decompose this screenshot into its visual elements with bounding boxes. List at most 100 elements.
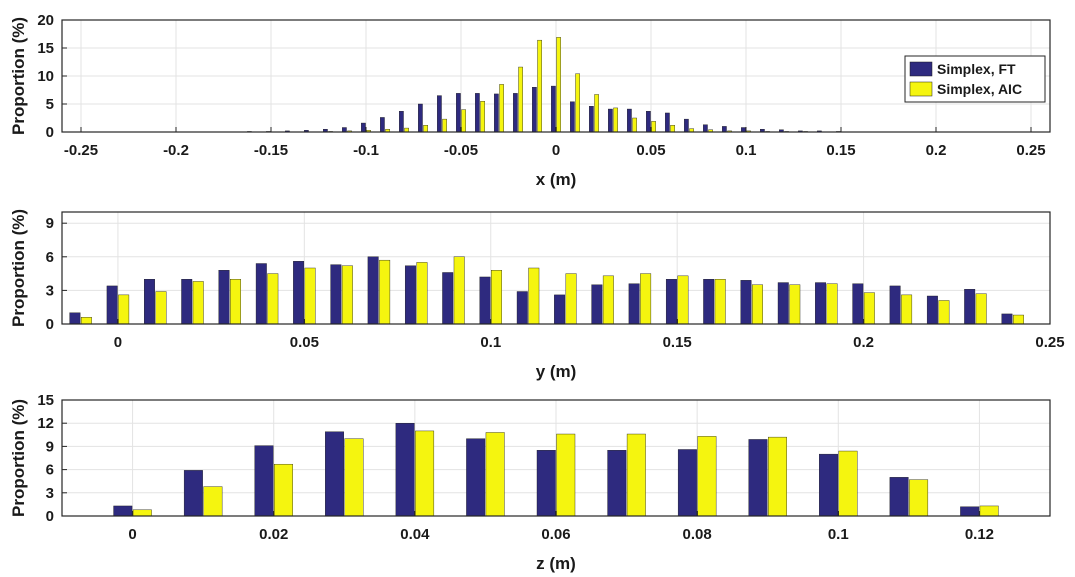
bar-aic [863,292,875,325]
bar-ft [367,256,379,325]
bar-ft [1001,313,1013,325]
chart-y-panel: 0 0.05 0.1 0.15 0.2 0.25 0 3 6 9 y (m) Proportion (… [9,209,1065,381]
bar-ft [254,445,274,517]
bar-ft [380,117,385,133]
bar-ft [628,283,640,325]
bar-aic [415,430,435,517]
bar-ft [330,264,342,325]
bar-aic [613,107,618,133]
bar-ft [404,265,416,325]
legend-swatch [909,81,933,97]
bar-aic [594,94,599,133]
x-tick-label: 0.06 [541,526,570,543]
bar-aic [826,283,838,325]
bar-ft [960,506,980,517]
y-tick-label: 6 [46,249,54,266]
x-tick-label: -0.2 [163,142,189,159]
x-tick-label: 0.12 [965,526,994,543]
bar-ft [183,470,203,517]
bar-aic [789,284,801,325]
bar-aic [537,39,542,133]
bar-aic [768,436,787,517]
x-tick-label: -0.1 [353,142,379,159]
bar-ft [815,282,827,325]
bar-aic [132,509,152,517]
legend: Simplex, FT Simplex, AIC [904,55,1046,103]
y-tick-label: 3 [46,282,54,299]
bar-aic [518,66,523,133]
y-tick-label: 15 [37,392,54,409]
x-tick-label: 0.08 [683,526,712,543]
x-tick-label: 0.1 [736,142,757,159]
bar-ft [852,283,864,325]
bar-aic [651,121,656,133]
bar-aic [453,256,465,325]
bar-ft [475,93,480,133]
x-tick-label: 0.15 [826,142,855,159]
y-tick-label: 9 [46,438,54,455]
bar-ft [456,93,461,133]
bar-ft [677,449,697,517]
bar-ft [589,106,594,133]
bar-aic [485,432,505,517]
y-tick-label: 6 [46,462,54,479]
bar-ft [494,93,499,133]
bar-aic [230,279,241,325]
bar-ft [325,431,344,517]
bar-ft [741,127,746,133]
bar-aic [556,37,561,133]
x-tick-label: -0.05 [444,142,478,159]
bar-ft [395,423,415,517]
y-axis-label: Proportion (%) [9,17,28,135]
bar-ft [361,122,366,133]
bar-ft [255,263,267,325]
bar-ft [106,285,118,325]
bar-ft [607,450,627,517]
x-axis-label: y (m) [536,362,577,381]
y-tick-label: 10 [37,68,54,85]
bar-aic [480,100,485,133]
bar-aic [304,267,316,325]
bar-aic [838,450,858,517]
x-axis-label: x (m) [536,170,577,189]
bar-aic [640,273,652,325]
bar-ft [516,291,528,325]
bar-ft [570,101,575,133]
bar-ft [926,295,938,325]
bar-ft [665,279,677,325]
bar-ft [554,294,566,325]
x-tick-label: 0.2 [853,334,874,351]
bar-aic [423,125,428,133]
bar-ft [113,505,133,517]
bar-ft [466,438,486,517]
x-tick-label: 0.05 [636,142,665,159]
bar-aic [267,273,279,325]
y-tick-label: 0 [46,124,54,141]
bar-ft [703,279,715,325]
bar-ft [748,439,768,517]
bar-ft [889,285,901,325]
y-axis-label: Proportion (%) [9,209,28,327]
legend-entry: Simplex, FT [937,61,1016,77]
bar-ft [144,279,155,325]
y-tick-label: 0 [46,316,54,333]
bar-ft [684,118,689,133]
x-tick-label: 0.15 [663,334,692,351]
bar-ft [536,450,556,517]
bar-aic [909,479,929,517]
y-tick-label: 5 [46,96,54,113]
bar-aic [670,125,675,133]
y-tick-label: 20 [37,12,54,29]
y-tick-label: 12 [37,415,54,432]
bar-ft [181,279,193,325]
bar-ft [777,282,789,325]
x-tick-label: 0.1 [480,334,501,351]
bar-aic [556,433,576,517]
bar-aic [80,317,92,325]
bar-aic [602,275,614,325]
bar-aic [118,294,130,325]
bar-ft [513,93,518,133]
bar-ft [608,108,613,133]
bar-ft [399,111,404,133]
axes-box [61,211,1051,325]
